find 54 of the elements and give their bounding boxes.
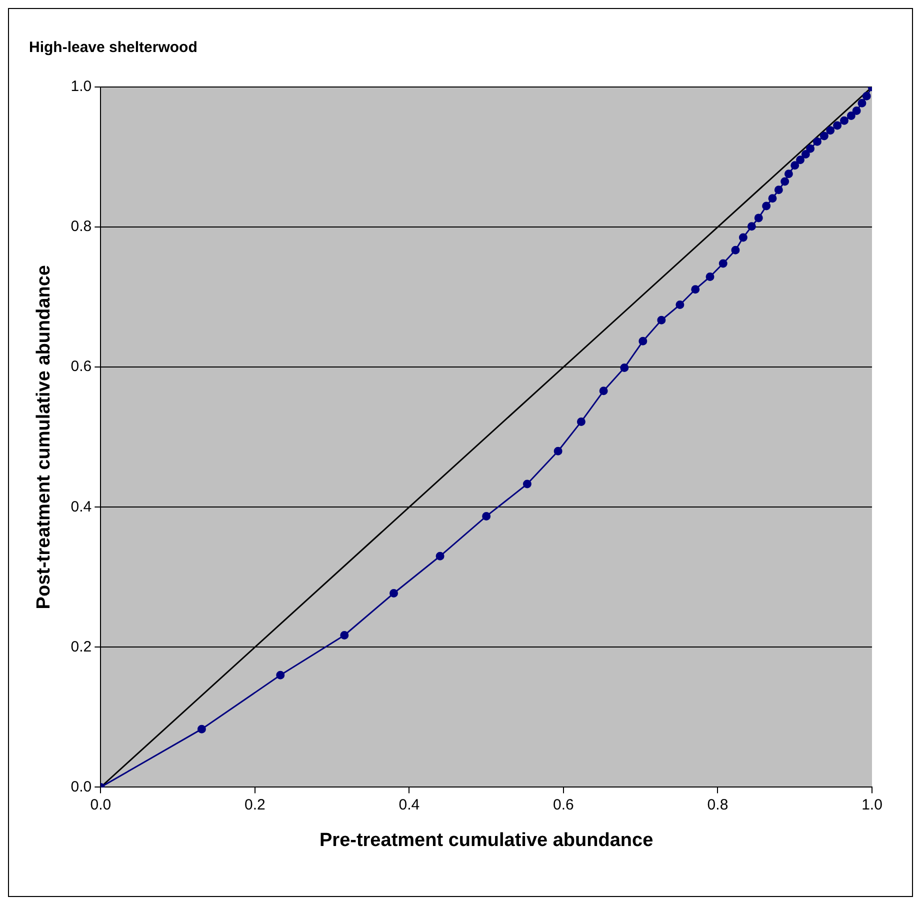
x-tick-label: 0.0 [90,796,112,814]
point [840,116,848,125]
point [784,170,793,178]
x-tick-label: 0.8 [707,796,728,814]
point [691,285,700,294]
point [852,106,861,116]
point [833,121,842,130]
point [846,111,856,120]
point [436,552,444,560]
chart-title: High-leave shelterwood [29,39,198,56]
point [801,150,810,158]
point [768,194,777,203]
point [599,386,608,396]
point [276,670,285,680]
point [826,126,835,135]
point [796,156,805,164]
point [554,446,562,456]
y-tick-label: 0.0 [70,778,92,796]
y-tick-label: 0.2 [70,638,92,656]
point [576,417,586,426]
point [738,233,748,242]
point [340,631,349,640]
point [390,588,398,598]
point [718,259,728,268]
y-axis-title: Post-treatment cumulative abundance [34,265,55,610]
point [197,724,206,734]
x-tick-label: 0.6 [553,796,574,814]
point [774,186,783,194]
point [638,336,648,346]
point [812,137,822,146]
x-axis-title: Pre-treatment cumulative abundance [320,830,654,851]
point [790,161,800,170]
y-tick-label: 0.8 [70,218,92,236]
point [820,132,828,140]
y-tick-label: 0.4 [70,498,92,516]
point [657,316,666,324]
point [620,364,629,372]
point [676,300,684,310]
x-tick-label: 1.0 [862,796,882,814]
x-tick-label: 0.4 [398,796,420,814]
point [482,512,491,520]
point [780,177,790,186]
y-tick-label: 1.0 [70,78,92,96]
point [522,480,532,488]
point [862,92,871,100]
point [731,246,740,254]
point [754,214,763,222]
point [762,202,771,210]
point [806,144,815,153]
point [858,98,866,108]
point [747,222,756,231]
x-tick-label: 0.2 [244,796,266,814]
y-tick-label: 0.6 [70,358,92,376]
point [706,272,714,282]
